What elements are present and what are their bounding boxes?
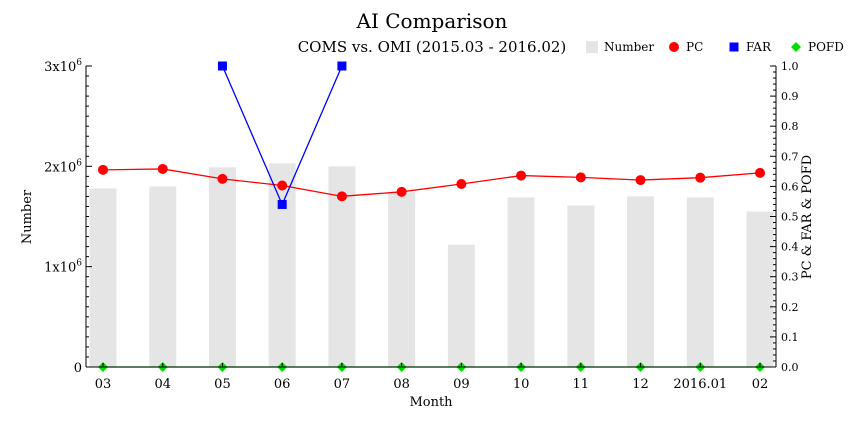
legend-label-pc: PC <box>686 40 703 54</box>
far-point-06 <box>277 199 287 209</box>
bar-number-12 <box>627 196 655 367</box>
right-tick-label: 0.8 <box>781 120 799 133</box>
left-tick-label: 1x106 <box>44 259 82 276</box>
x-tick-label: 09 <box>453 377 470 392</box>
bar-number-03 <box>89 188 117 367</box>
pc-point-10 <box>516 170 527 181</box>
x-tick-label: 08 <box>393 377 410 392</box>
right-tick-label: 0.9 <box>781 90 799 103</box>
right-tick-label: 0.3 <box>781 271 799 284</box>
legend-label-number: Number <box>604 40 654 54</box>
pc-point-09 <box>456 178 467 189</box>
bar-number-11 <box>567 205 595 367</box>
x-tick-label: 02 <box>752 377 769 392</box>
left-axis-ticks: 0 1x106 2x106 3x106 <box>44 58 92 376</box>
x-tick-label: 04 <box>154 377 171 392</box>
bar-number-05 <box>208 167 236 367</box>
chart-title: AI Comparison <box>356 9 508 33</box>
pc-point-12 <box>635 175 646 186</box>
bar-number-09 <box>447 244 475 367</box>
legend: Number PC FAR POFD <box>586 40 844 54</box>
x-tick-label: 03 <box>95 377 112 392</box>
legend-marker-far <box>729 42 739 52</box>
pc-point-07 <box>336 191 347 202</box>
pc-point-03 <box>98 164 108 175</box>
far-point-05 <box>217 61 227 71</box>
legend-marker-pofd <box>791 42 801 52</box>
right-tick-label: 0.7 <box>781 150 799 163</box>
x-tick-label: 12 <box>632 377 649 392</box>
right-tick-label: 0.6 <box>781 180 799 193</box>
x-tick-label: 11 <box>573 377 590 392</box>
x-tick-label: 2016.01 <box>673 377 727 392</box>
pc-point-2016.01 <box>695 172 706 183</box>
bar-number-02 <box>746 211 774 367</box>
right-tick-label: 0.5 <box>781 211 799 224</box>
right-tick-label: 0.2 <box>781 301 799 314</box>
pc-point-08 <box>396 186 407 197</box>
x-tick-label: 05 <box>214 377 231 392</box>
pc-point-05 <box>217 173 228 184</box>
left-axis-label: Number <box>20 189 35 244</box>
pc-point-02 <box>755 167 765 178</box>
x-tick-label: 06 <box>274 377 291 392</box>
bar-number-2016.01 <box>686 197 714 367</box>
legend-swatch-number <box>586 41 598 53</box>
bar-series <box>89 163 774 367</box>
x-tick-label: 07 <box>334 377 351 392</box>
left-tick-label: 3x106 <box>44 58 82 75</box>
right-tick-label: 0.4 <box>781 241 799 254</box>
pc-line <box>102 168 761 197</box>
right-tick-label: 0.0 <box>781 361 799 374</box>
pc-point-04 <box>157 163 168 174</box>
left-tick-label: 0 <box>74 361 82 376</box>
legend-marker-pc <box>669 42 679 52</box>
bar-number-08 <box>388 192 416 367</box>
bar-number-10 <box>507 197 535 367</box>
right-axis-ticks: 0.0 0.1 0.2 0.3 0.4 0.5 0.6 0.7 0.8 0.9 1.0 <box>770 60 799 374</box>
pc-point-06 <box>277 180 288 191</box>
x-axis-label: Month <box>409 395 453 410</box>
legend-label-pofd: POFD <box>808 40 844 54</box>
legend-label-far: FAR <box>746 40 772 54</box>
left-tick-label: 2x106 <box>44 158 82 175</box>
right-axis-label: PC & FAR & POFD <box>800 155 815 279</box>
right-tick-label: 0.1 <box>781 331 799 344</box>
right-tick-label: 1.0 <box>781 60 799 73</box>
bar-number-04 <box>149 186 177 367</box>
x-tick-label: 10 <box>513 377 530 392</box>
pc-point-11 <box>575 172 586 183</box>
line-series <box>98 61 765 372</box>
chart-subtitle: COMS vs. OMI (2015.03 - 2016.02) <box>298 38 567 56</box>
far-point-07 <box>337 61 347 71</box>
bar-number-06 <box>268 163 296 367</box>
x-axis-ticks: 03 04 05 06 07 08 09 10 11 12 2016.01 02 <box>95 363 769 392</box>
